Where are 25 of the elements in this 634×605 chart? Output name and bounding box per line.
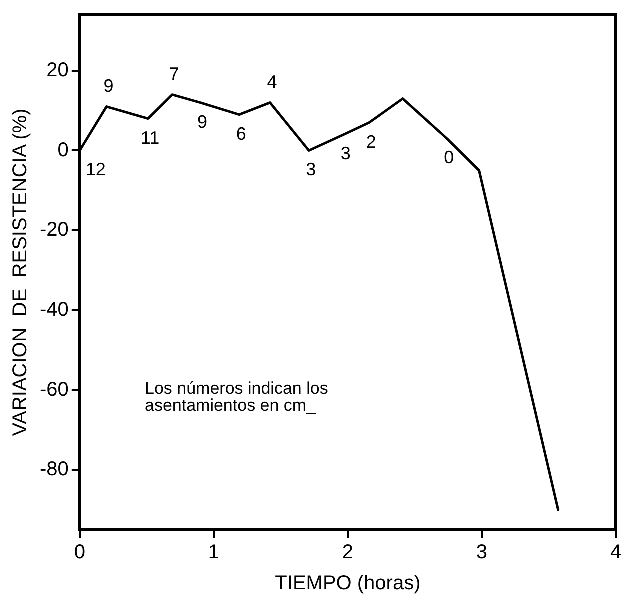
y-tick-label: 0	[58, 139, 69, 162]
annotation: 9	[104, 76, 114, 96]
annotation: 12	[86, 160, 106, 180]
annotation: 3	[306, 160, 316, 180]
annotation: 0	[444, 148, 454, 168]
annotation: 7	[169, 64, 180, 84]
annotation: Los números indican los asentamientos en cm_	[145, 379, 330, 415]
y-tick-label: -20	[40, 219, 69, 242]
x-tick-label: 4	[610, 542, 622, 564]
y-tick-label: -80	[40, 458, 69, 481]
y-tick-label: -40	[40, 298, 69, 321]
annotation: 9	[198, 112, 208, 132]
y-tick-label: -60	[40, 378, 69, 401]
x-tick-label: 1	[208, 542, 220, 564]
x-tick-label: 0	[74, 542, 86, 564]
annotation: 4	[267, 72, 278, 92]
annotation: 6	[236, 124, 246, 144]
annotation: 11	[140, 128, 160, 148]
annotation: 2	[366, 132, 376, 152]
x-axis-title: TIEMPO (horas)	[275, 572, 421, 595]
x-tick-label: 2	[342, 542, 354, 564]
x-tick-label: 3	[476, 542, 488, 564]
y-tick-label: 20	[46, 59, 69, 82]
y-axis-title: VARIACION DE RESISTENCIA (%)	[10, 108, 32, 436]
annotation: 3	[340, 144, 351, 164]
